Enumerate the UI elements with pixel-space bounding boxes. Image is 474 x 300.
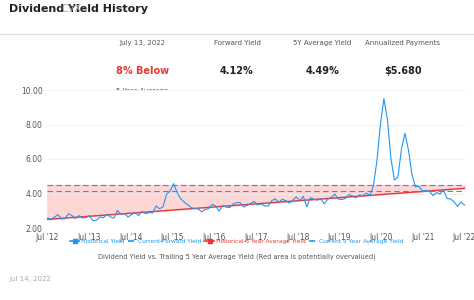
Text: 8% Below: 8% Below [116, 65, 169, 76]
Text: $5.680: $5.680 [384, 65, 422, 76]
Text: Annualized Payments: Annualized Payments [365, 40, 440, 46]
Text: CVX: CVX [62, 4, 82, 14]
Text: 5Y Average Yield: 5Y Average Yield [293, 40, 351, 46]
Text: July 13, 2022: July 13, 2022 [119, 40, 165, 46]
Text: Jul 14, 2022: Jul 14, 2022 [9, 276, 51, 282]
Text: Forward Yield: Forward Yield [214, 40, 260, 46]
Text: 4.12%: 4.12% [220, 65, 254, 76]
Text: 4.49%: 4.49% [305, 65, 339, 76]
Legend: Historical Yield, Current Forward Yield, Historical 5 Year Average Yield, Curren: Historical Yield, Current Forward Yield,… [68, 237, 406, 247]
Text: 5 Year Average: 5 Year Average [116, 88, 168, 94]
Text: Dividend Yield History: Dividend Yield History [9, 4, 148, 14]
Text: Dividend Yield vs. Trailing 5 Year Average Yield (Red area is potentially overva: Dividend Yield vs. Trailing 5 Year Avera… [98, 254, 376, 260]
